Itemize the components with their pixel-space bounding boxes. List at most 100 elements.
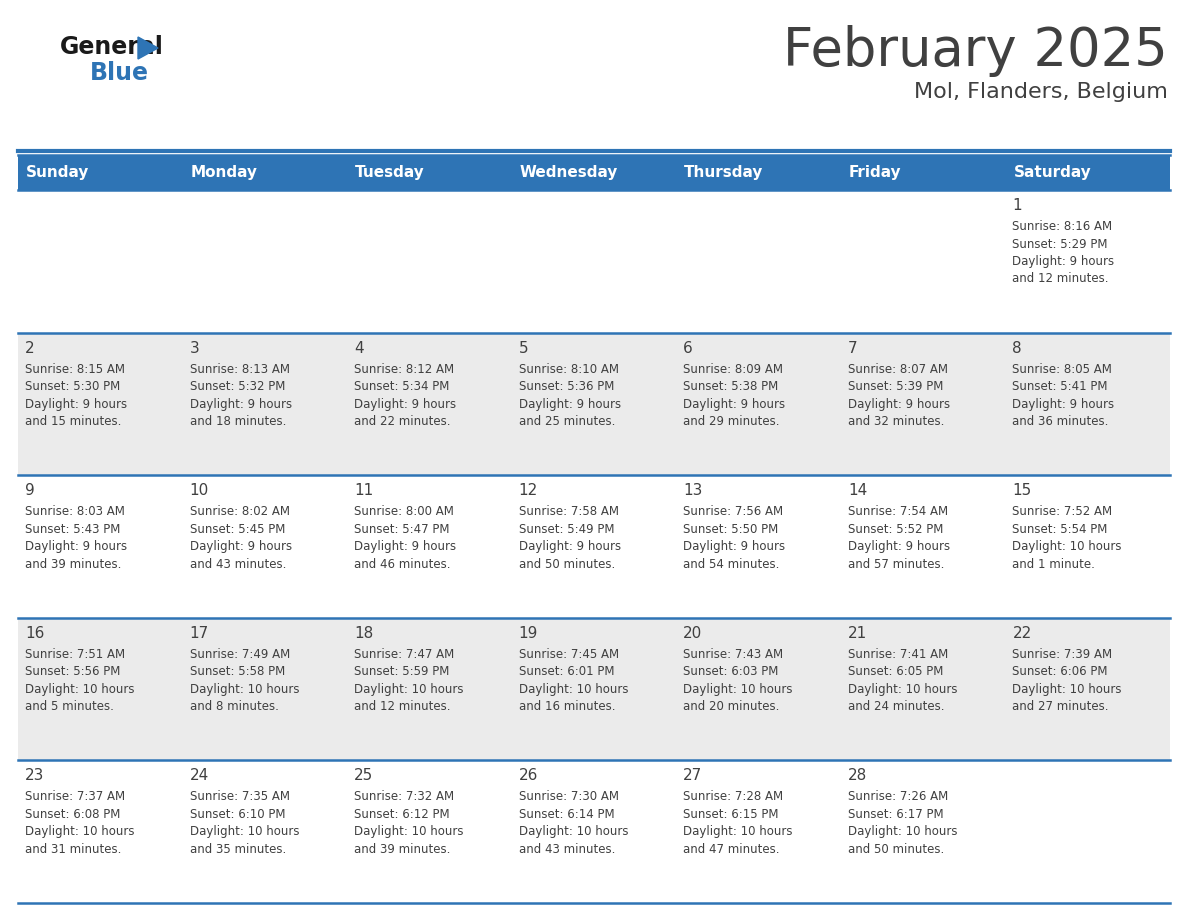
Bar	[347, 476, 512, 618]
Text: Friday: Friday	[849, 165, 902, 180]
Text: and 8 minutes.: and 8 minutes.	[190, 700, 278, 713]
Bar	[18, 618, 183, 760]
Text: Sunset: 5:39 PM: Sunset: 5:39 PM	[848, 380, 943, 393]
Text: 4: 4	[354, 341, 364, 355]
Text: 6: 6	[683, 341, 693, 355]
Bar	[347, 760, 512, 903]
Bar	[183, 155, 347, 190]
Text: 8: 8	[1012, 341, 1022, 355]
Text: Daylight: 9 hours: Daylight: 9 hours	[683, 540, 785, 554]
Text: 2: 2	[25, 341, 34, 355]
Text: Daylight: 10 hours: Daylight: 10 hours	[25, 683, 134, 696]
Text: Daylight: 10 hours: Daylight: 10 hours	[683, 683, 792, 696]
Bar	[841, 190, 1005, 332]
Text: 27: 27	[683, 768, 702, 783]
Text: and 12 minutes.: and 12 minutes.	[354, 700, 450, 713]
Bar	[512, 760, 676, 903]
Text: Sunset: 6:17 PM: Sunset: 6:17 PM	[848, 808, 943, 821]
Text: Sunday: Sunday	[26, 165, 89, 180]
Text: Sunrise: 7:39 AM: Sunrise: 7:39 AM	[1012, 648, 1112, 661]
Text: General: General	[61, 35, 164, 59]
Text: 18: 18	[354, 626, 373, 641]
Text: Daylight: 9 hours: Daylight: 9 hours	[354, 397, 456, 410]
Text: Sunrise: 7:56 AM: Sunrise: 7:56 AM	[683, 505, 783, 518]
Text: and 12 minutes.: and 12 minutes.	[1012, 273, 1108, 285]
Text: Sunset: 5:43 PM: Sunset: 5:43 PM	[25, 522, 120, 536]
Text: and 16 minutes.: and 16 minutes.	[519, 700, 615, 713]
Text: Sunrise: 7:35 AM: Sunrise: 7:35 AM	[190, 790, 290, 803]
Text: Sunrise: 8:00 AM: Sunrise: 8:00 AM	[354, 505, 454, 518]
Text: Sunset: 5:52 PM: Sunset: 5:52 PM	[848, 522, 943, 536]
Text: and 24 minutes.: and 24 minutes.	[848, 700, 944, 713]
Text: 20: 20	[683, 626, 702, 641]
Text: Sunrise: 7:47 AM: Sunrise: 7:47 AM	[354, 648, 454, 661]
Text: Sunset: 6:01 PM: Sunset: 6:01 PM	[519, 666, 614, 678]
Bar	[347, 618, 512, 760]
Text: and 39 minutes.: and 39 minutes.	[354, 843, 450, 856]
Text: Sunset: 5:41 PM: Sunset: 5:41 PM	[1012, 380, 1108, 393]
Text: 15: 15	[1012, 483, 1031, 498]
Text: Sunrise: 7:58 AM: Sunrise: 7:58 AM	[519, 505, 619, 518]
Bar	[347, 332, 512, 476]
Text: Sunrise: 8:15 AM: Sunrise: 8:15 AM	[25, 363, 125, 375]
Text: Sunrise: 8:10 AM: Sunrise: 8:10 AM	[519, 363, 619, 375]
Text: Sunset: 5:47 PM: Sunset: 5:47 PM	[354, 522, 449, 536]
Text: 23: 23	[25, 768, 44, 783]
Text: and 27 minutes.: and 27 minutes.	[1012, 700, 1108, 713]
Text: Sunrise: 7:30 AM: Sunrise: 7:30 AM	[519, 790, 619, 803]
Bar	[347, 190, 512, 332]
Text: Sunrise: 7:43 AM: Sunrise: 7:43 AM	[683, 648, 783, 661]
Text: Sunset: 5:34 PM: Sunset: 5:34 PM	[354, 380, 449, 393]
Text: Daylight: 10 hours: Daylight: 10 hours	[848, 683, 958, 696]
Text: Daylight: 10 hours: Daylight: 10 hours	[25, 825, 134, 838]
Bar	[18, 760, 183, 903]
Text: Blue: Blue	[90, 61, 148, 85]
Text: and 32 minutes.: and 32 minutes.	[848, 415, 944, 428]
Bar	[676, 760, 841, 903]
Text: Sunset: 5:38 PM: Sunset: 5:38 PM	[683, 380, 778, 393]
Text: 22: 22	[1012, 626, 1031, 641]
Text: 24: 24	[190, 768, 209, 783]
Text: Daylight: 10 hours: Daylight: 10 hours	[519, 825, 628, 838]
Text: Sunset: 5:49 PM: Sunset: 5:49 PM	[519, 522, 614, 536]
Bar	[1005, 190, 1170, 332]
Bar	[676, 190, 841, 332]
Text: Daylight: 9 hours: Daylight: 9 hours	[25, 397, 127, 410]
Text: and 31 minutes.: and 31 minutes.	[25, 843, 121, 856]
Text: and 5 minutes.: and 5 minutes.	[25, 700, 114, 713]
Text: and 57 minutes.: and 57 minutes.	[848, 558, 944, 571]
Bar	[676, 618, 841, 760]
Bar	[18, 190, 183, 332]
Text: Mol, Flanders, Belgium: Mol, Flanders, Belgium	[914, 82, 1168, 102]
Text: and 47 minutes.: and 47 minutes.	[683, 843, 779, 856]
Text: Sunrise: 8:02 AM: Sunrise: 8:02 AM	[190, 505, 290, 518]
Text: and 20 minutes.: and 20 minutes.	[683, 700, 779, 713]
Bar	[841, 760, 1005, 903]
Text: 28: 28	[848, 768, 867, 783]
Bar	[676, 476, 841, 618]
Text: Sunrise: 8:09 AM: Sunrise: 8:09 AM	[683, 363, 783, 375]
Text: Sunrise: 7:26 AM: Sunrise: 7:26 AM	[848, 790, 948, 803]
Bar	[183, 332, 347, 476]
Bar	[183, 190, 347, 332]
Text: 7: 7	[848, 341, 858, 355]
Bar	[183, 618, 347, 760]
Bar	[1005, 760, 1170, 903]
Text: Sunset: 5:45 PM: Sunset: 5:45 PM	[190, 522, 285, 536]
Text: Sunset: 6:05 PM: Sunset: 6:05 PM	[848, 666, 943, 678]
Text: Daylight: 9 hours: Daylight: 9 hours	[519, 540, 621, 554]
Text: Daylight: 9 hours: Daylight: 9 hours	[1012, 255, 1114, 268]
Text: 19: 19	[519, 626, 538, 641]
Text: Daylight: 10 hours: Daylight: 10 hours	[354, 825, 463, 838]
Text: 13: 13	[683, 483, 702, 498]
Text: 16: 16	[25, 626, 44, 641]
Text: and 22 minutes.: and 22 minutes.	[354, 415, 450, 428]
Text: Daylight: 10 hours: Daylight: 10 hours	[190, 683, 299, 696]
Text: and 18 minutes.: and 18 minutes.	[190, 415, 286, 428]
Text: Sunset: 6:15 PM: Sunset: 6:15 PM	[683, 808, 779, 821]
Text: Sunset: 6:08 PM: Sunset: 6:08 PM	[25, 808, 120, 821]
Text: 17: 17	[190, 626, 209, 641]
Bar	[1005, 155, 1170, 190]
Text: Sunrise: 7:32 AM: Sunrise: 7:32 AM	[354, 790, 454, 803]
Text: Sunset: 5:36 PM: Sunset: 5:36 PM	[519, 380, 614, 393]
